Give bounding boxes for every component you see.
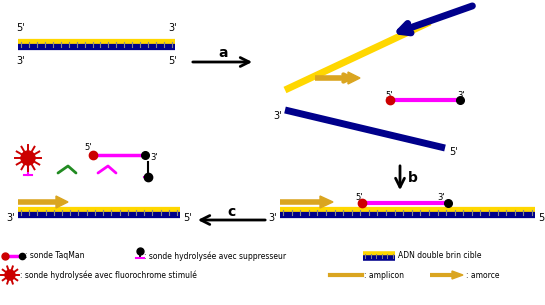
Text: 3': 3' [274, 111, 282, 121]
Text: 5': 5' [16, 23, 25, 33]
Text: 5': 5' [449, 147, 458, 157]
Text: : amorce: : amorce [466, 271, 500, 279]
Text: b: b [408, 171, 418, 185]
Text: 3': 3' [268, 213, 277, 223]
Text: : sonde hydrolysée avec suppresseur: : sonde hydrolysée avec suppresseur [144, 251, 286, 261]
Polygon shape [452, 271, 463, 279]
Circle shape [5, 270, 15, 280]
Text: 3': 3' [438, 193, 445, 203]
Text: 3': 3' [150, 152, 158, 162]
Text: 5': 5' [355, 193, 362, 203]
Text: 5': 5' [183, 213, 192, 223]
Text: a: a [218, 46, 228, 60]
Text: 5': 5' [538, 213, 545, 223]
Polygon shape [56, 196, 68, 208]
Text: c: c [228, 205, 236, 219]
Text: ADN double brin cible: ADN double brin cible [398, 252, 481, 260]
Text: 3': 3' [7, 213, 15, 223]
Text: : sonde hydrolysée avec fluorochrome stimulé: : sonde hydrolysée avec fluorochrome sti… [20, 270, 197, 280]
Text: 3': 3' [168, 23, 177, 33]
Text: : sonde TaqMan: : sonde TaqMan [25, 252, 84, 260]
Text: 5': 5' [168, 56, 177, 66]
Text: 3': 3' [16, 56, 25, 66]
Text: : amplicon: : amplicon [364, 271, 404, 279]
Text: 5': 5' [84, 143, 92, 152]
Circle shape [21, 151, 35, 165]
Text: 3': 3' [457, 92, 465, 101]
Text: 5': 5' [385, 92, 392, 101]
Polygon shape [320, 196, 333, 208]
Polygon shape [348, 72, 360, 84]
